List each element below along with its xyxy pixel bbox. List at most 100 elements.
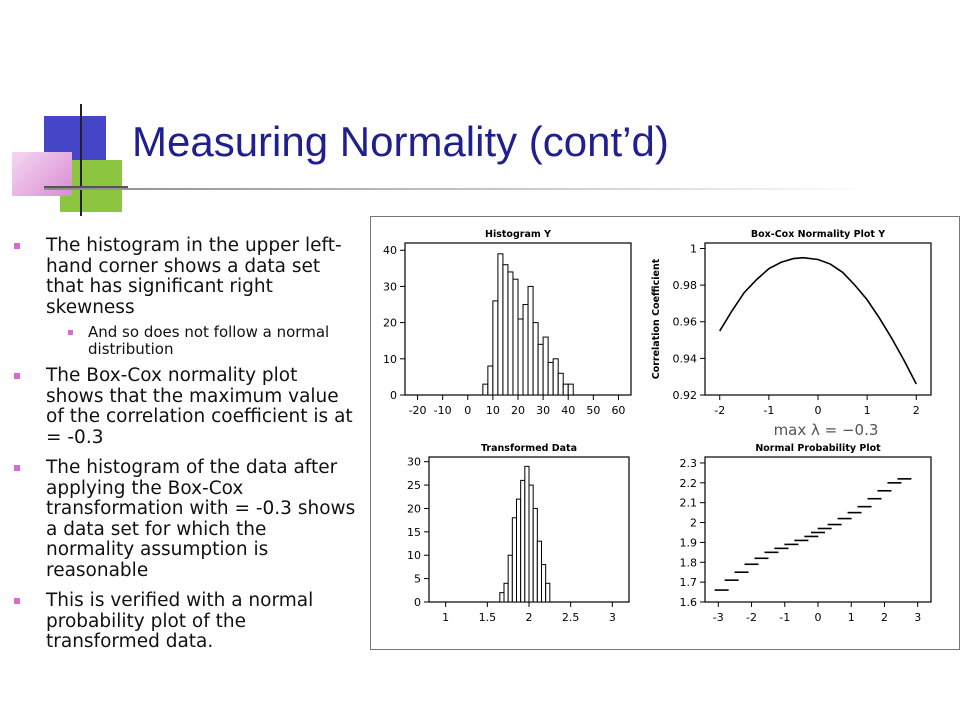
bullet-list: The histogram in the upper left-hand cor…: [8, 235, 358, 663]
histogram-bar: [503, 582, 509, 603]
bullet-item: This is verified with a normal probabili…: [8, 590, 358, 653]
histogram-bar: [487, 365, 494, 396]
x-tick-label: -1: [779, 611, 790, 624]
x-tick-label: 0: [464, 404, 471, 417]
x-tick-label: 1: [442, 611, 449, 624]
y-tick-label: 2.2: [680, 477, 698, 490]
histogram-bar: [537, 343, 544, 396]
histogram-bar: [502, 264, 509, 396]
y-tick-label: 15: [407, 526, 421, 539]
x-tick-label: -10: [434, 404, 452, 417]
histogram-bar: [511, 517, 517, 603]
histogram-bar: [536, 540, 542, 603]
correlation-curve: [719, 256, 917, 385]
x-tick-label: -1: [763, 404, 774, 417]
histogram-bar: [524, 465, 530, 603]
x-tick-label: 30: [536, 404, 550, 417]
x-tick-label: 40: [561, 404, 575, 417]
decor-vertical-line: [80, 104, 82, 216]
y-tick-label: 1.8: [680, 556, 698, 569]
y-tick-label: 40: [383, 244, 397, 257]
x-tick-label: 2: [526, 611, 533, 624]
chart-title: Histogram Y: [485, 229, 551, 240]
chart-title: Normal Probability Plot: [755, 443, 881, 454]
chart-panels: Histogram Y-20 -10 0 10 20 30 40 50 60010203040B…: [383, 229, 932, 624]
x-tick-label: 3: [914, 611, 921, 624]
x-tick-label: 1: [848, 611, 855, 624]
x-tick-label: 1: [864, 404, 871, 417]
y-tick-label: 20: [383, 317, 397, 330]
title-underline: [44, 188, 874, 190]
histogram-bar: [532, 322, 539, 396]
y-tick-label: 2.1: [680, 497, 698, 510]
y-axis-label: Correlation Coefficient: [651, 258, 662, 379]
box-cox-figure: Histogram Y -20 -10 0 10 20 30 40 50 60 0 10 20 30 40 B…: [370, 216, 960, 650]
x-tick-label: 0: [815, 611, 822, 624]
y-tick-label: 10: [383, 353, 397, 366]
x-tick-label: -20: [409, 404, 427, 417]
histogram-bar: [542, 336, 549, 396]
histogram-bar: [520, 479, 526, 603]
x-tick-label: -2: [714, 404, 725, 417]
y-tick-label: 0: [390, 389, 397, 402]
histogram-bar: [507, 554, 513, 603]
x-tick-label: 2.5: [562, 611, 580, 624]
x-tick-label: 3: [609, 611, 616, 624]
bullet-item: The Box-Cox normality plot shows that th…: [8, 365, 358, 448]
y-tick-label: 1.7: [680, 576, 698, 589]
x-tick-label: 50: [586, 404, 600, 417]
x-tick-label: 60: [611, 404, 625, 417]
histogram-bar: [567, 383, 574, 396]
y-tick-label: 20: [407, 502, 421, 515]
y-tick-label: 0.94: [673, 352, 698, 365]
histogram-bar: [517, 318, 524, 396]
y-tick-label: 1.6: [680, 596, 698, 609]
y-tick-label: 0.98: [673, 279, 698, 292]
plot-frame: [704, 456, 932, 603]
y-tick-label: 10: [407, 549, 421, 562]
bullet-item: The histogram of the data after applying…: [8, 457, 358, 581]
sub-bullet-item: And so does not follow a normal distribu…: [8, 324, 358, 358]
histogram-bar: [562, 383, 569, 396]
chart-title: Transformed Data: [481, 443, 577, 454]
y-tick-label: 5: [414, 573, 421, 586]
plot-frame: [704, 242, 932, 396]
histogram-bar: [552, 358, 559, 396]
histogram-bar: [547, 361, 554, 396]
histogram-bar: [516, 498, 522, 603]
x-tick-label: 0: [815, 404, 822, 417]
histogram-bar: [482, 383, 489, 396]
x-tick-label: -2: [746, 611, 757, 624]
histogram-bar: [545, 582, 551, 603]
histogram-bar: [492, 300, 499, 396]
slide-title: Measuring Normality (cont’d): [132, 118, 669, 165]
y-tick-label: 0.92: [673, 389, 698, 402]
histogram-bar: [522, 304, 529, 396]
histogram-bar: [528, 484, 534, 603]
histogram-bar: [557, 372, 564, 396]
y-tick-label: 30: [383, 280, 397, 293]
y-tick-label: 25: [407, 479, 421, 492]
x-tick-label: 10: [486, 404, 500, 417]
bullet-item: The histogram in the upper left-hand cor…: [8, 235, 358, 318]
y-tick-label: 30: [407, 456, 421, 469]
x-tick-label: 20: [511, 404, 525, 417]
y-tick-label: 1: [690, 242, 697, 255]
histogram-bar: [512, 278, 519, 396]
histogram-bar: [532, 507, 538, 603]
y-tick-label: 0.96: [673, 316, 698, 329]
histogram-bar: [527, 285, 534, 396]
x-tick-label: -3: [713, 611, 724, 624]
x-tick-label: 1.5: [479, 611, 497, 624]
y-tick-label: 2.3: [680, 457, 698, 470]
histogram-bar: [499, 592, 505, 603]
x-tick-label: 2: [913, 404, 920, 417]
x-tick-label: 2: [881, 611, 888, 624]
decor-horizontal-line: [44, 186, 128, 188]
histogram-bar: [541, 564, 547, 603]
y-tick-label: 2: [690, 517, 697, 530]
histogram-bar: [507, 271, 514, 396]
chart-title: Box-Cox Normality Plot Y: [751, 229, 885, 240]
max-lambda-annotation: max λ = −0.3: [774, 421, 879, 439]
y-tick-label: 1.9: [680, 536, 698, 549]
